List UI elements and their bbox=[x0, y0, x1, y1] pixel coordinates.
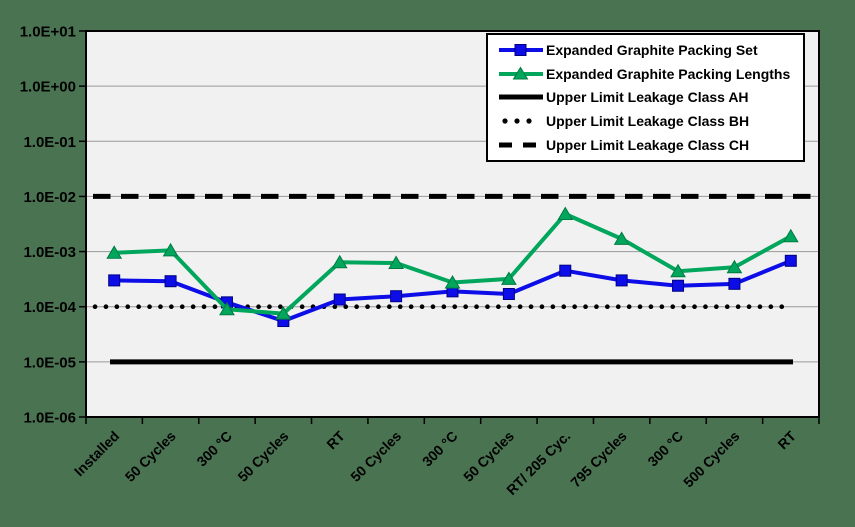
x-tick-label: 300 °C bbox=[419, 428, 461, 470]
x-tick-label: 795 Cycles bbox=[567, 428, 630, 491]
x-tick-label: 50 Cycles bbox=[460, 428, 517, 485]
x-tick-label: RT bbox=[774, 427, 799, 452]
legend-label-packing-lengths: Expanded Graphite Packing Lengths bbox=[546, 65, 791, 82]
y-tick-label: 1.0E+01 bbox=[20, 24, 76, 41]
data-point-marker bbox=[559, 264, 572, 277]
x-tick-label: RT bbox=[323, 427, 348, 452]
y-tick-label: 1.0E-04 bbox=[23, 299, 76, 316]
legend-label-packing-set: Expanded Graphite Packing Set bbox=[546, 41, 758, 58]
plot-border bbox=[85, 30, 820, 418]
x-tick-label: 300 °C bbox=[644, 428, 686, 470]
data-point-marker bbox=[670, 263, 686, 278]
data-point-marker bbox=[164, 275, 177, 288]
data-point-marker bbox=[388, 255, 404, 270]
data-point-marker bbox=[501, 271, 517, 285]
data-point-marker bbox=[390, 290, 403, 303]
data-point-marker bbox=[275, 306, 292, 320]
legend-label-class-ah: Upper Limit Leakage Class AH bbox=[546, 89, 749, 106]
data-point-marker bbox=[162, 242, 179, 257]
data-point-marker bbox=[782, 228, 799, 243]
legend-item-packing-lengths: Expanded Graphite Packing Lengths bbox=[497, 66, 801, 82]
y-tick-label: 1.0E-05 bbox=[23, 354, 76, 371]
solid-line-sample-icon bbox=[499, 94, 543, 100]
y-tick-label: 1.0E-03 bbox=[23, 244, 76, 261]
dotted-line-sample-icon bbox=[502, 118, 532, 124]
data-point-marker bbox=[108, 274, 121, 287]
y-tick-label: 1.0E+00 bbox=[20, 79, 76, 96]
x-tick-label: Installed bbox=[71, 428, 122, 479]
y-tick-label: 1.0E-02 bbox=[23, 189, 76, 206]
legend-label-class-ch: Upper Limit Leakage Class CH bbox=[546, 137, 750, 154]
data-point-marker bbox=[106, 245, 123, 259]
series-triangle bbox=[106, 206, 799, 320]
data-point-marker bbox=[557, 206, 574, 221]
x-tick-label: 50 Cycles bbox=[347, 428, 404, 485]
dashed-line-sample-icon bbox=[499, 142, 541, 148]
legend-item-class-bh: Upper Limit Leakage Class BH bbox=[497, 113, 801, 129]
x-tick-label: 50 Cycles bbox=[234, 428, 291, 485]
legend-item-class-ch: Upper Limit Leakage Class CH bbox=[497, 137, 801, 153]
x-axis-labels: Installed 50 Cycles 300 °C 50 Cycles RT 50 Cy… bbox=[71, 417, 820, 498]
data-point-marker bbox=[219, 301, 235, 316]
legend-label-class-bh: Upper Limit Leakage Class BH bbox=[546, 113, 750, 130]
y-tick-label: 1.0E-06 bbox=[23, 410, 76, 427]
x-tick-label: 300 °C bbox=[193, 428, 235, 470]
data-point-marker bbox=[502, 288, 515, 301]
x-tick-label: 50 Cycles bbox=[122, 428, 179, 485]
data-point-marker bbox=[331, 254, 348, 269]
data-point-marker bbox=[613, 231, 630, 245]
legend-item-class-ah: Upper Limit Leakage Class AH bbox=[497, 89, 801, 105]
y-tick-label: 1.0E-01 bbox=[23, 134, 76, 151]
packing-lengths-line-sample-icon bbox=[499, 66, 543, 80]
data-point-marker bbox=[672, 279, 685, 292]
data-point-marker bbox=[728, 277, 741, 290]
packing-set-line-sample-icon bbox=[499, 43, 543, 56]
data-point-marker bbox=[444, 274, 461, 289]
legend-box: Expanded Graphite Packing Set Expanded G… bbox=[486, 33, 805, 162]
legend-item-packing-set: Expanded Graphite Packing Set bbox=[497, 42, 801, 58]
data-point-marker bbox=[784, 254, 797, 267]
data-point-marker bbox=[615, 274, 628, 287]
x-tick-label: 500 Cycles bbox=[680, 428, 743, 491]
y-axis-labels: 1.0E+01 1.0E+00 1.0E-01 1.0E-02 1.0E-03 1.0E-… bbox=[20, 24, 86, 427]
data-point-marker bbox=[333, 293, 346, 306]
data-point-marker bbox=[726, 259, 743, 274]
